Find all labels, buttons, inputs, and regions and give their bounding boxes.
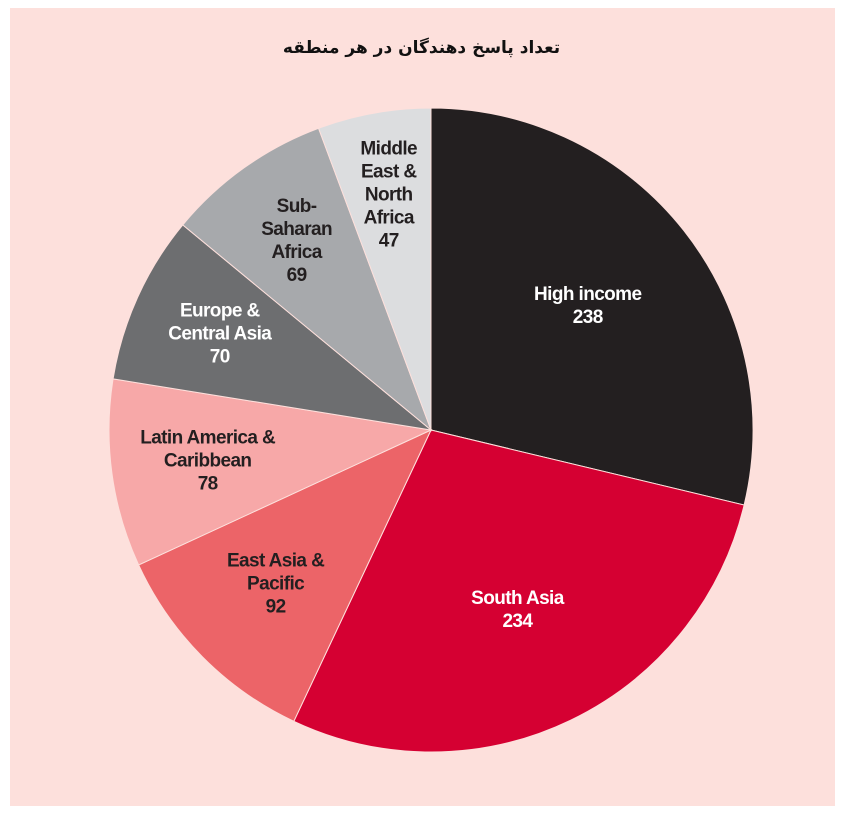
slice-label: East Asia & Pacific 92	[216, 550, 336, 619]
slice-label: Middle East & North Africa 47	[349, 138, 429, 253]
value-label: 238	[572, 307, 604, 329]
chart-title: تعداد پاسخ دهندگان در هر منطقه	[282, 38, 561, 58]
category-label: Middle East & North Africa	[360, 138, 417, 229]
category-label: East Asia & Pacific	[226, 550, 325, 595]
slice-label: Sub-Saharan Africa 69	[252, 195, 342, 287]
pie-slice	[317, 107, 432, 431]
category-label: Latin America & Caribbean	[140, 427, 276, 472]
slice-label: South Asia 234	[442, 587, 592, 633]
category-label: South Asia	[471, 587, 564, 609]
pie-slice	[430, 107, 754, 506]
category-label: Sub-Saharan Africa	[261, 196, 332, 264]
value-label: 78	[197, 473, 219, 495]
value-label: 70	[209, 346, 231, 368]
category-label: High income	[534, 284, 642, 306]
pie-slice	[293, 429, 745, 753]
pie-slice	[137, 428, 433, 722]
pie-slice	[182, 127, 433, 432]
value-label: 234	[502, 610, 533, 632]
category-label: Europe & Central Asia	[168, 300, 272, 345]
slice-label: High income 238	[503, 283, 673, 329]
value-label: 69	[286, 265, 308, 287]
value-label: 92	[265, 596, 287, 618]
pie-slice	[112, 224, 433, 431]
value-label: 47	[378, 230, 400, 252]
slice-label: Europe & Central Asia 70	[150, 300, 290, 369]
slice-label: Latin America & Caribbean 78	[118, 426, 298, 495]
pie-slice	[108, 378, 433, 566]
